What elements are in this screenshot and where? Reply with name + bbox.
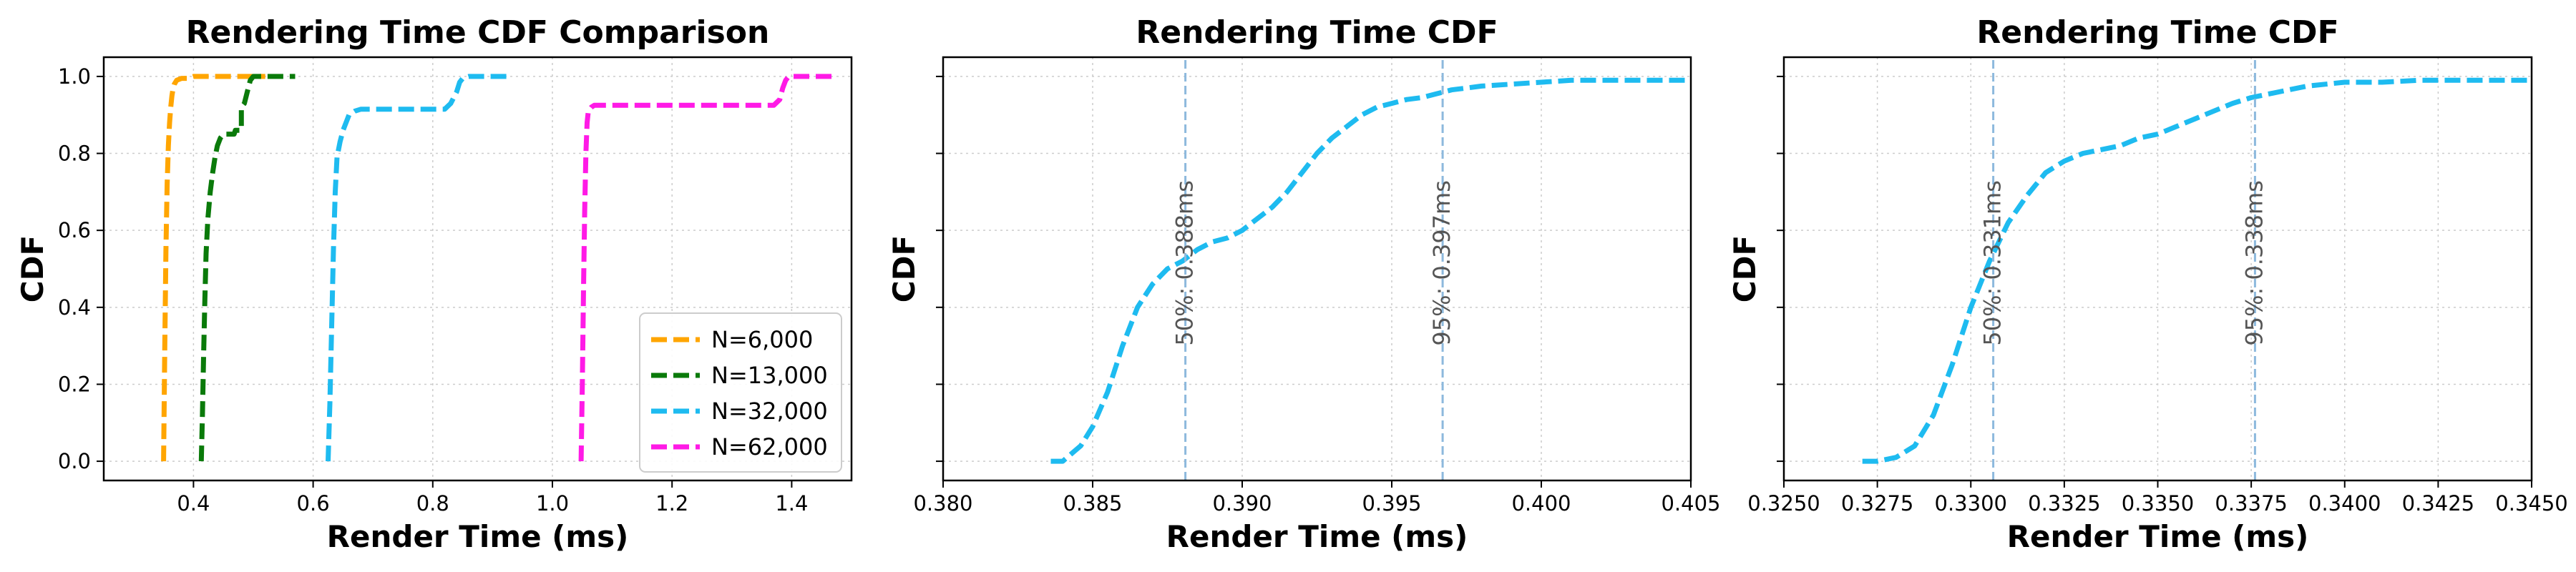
y-axis-label: CDF [887, 235, 922, 302]
x-tick-label: 0.3300 [1935, 491, 2007, 516]
x-tick-label: 1.4 [775, 491, 808, 516]
series-group [1862, 57, 2532, 480]
x-axis-label: Render Time (ms) [2007, 519, 2309, 554]
legend: N=6,000 N=13,000 N=32,000 N=62,000 [639, 312, 842, 473]
legend-entry-label: N=62,000 [711, 433, 828, 460]
x-tick-label: 0.6 [297, 491, 330, 516]
chart-panel-1: 0.4 0.6 0.8 1.0 1.2 1.4 0.0 0.2 0.4 0.6 0.8 1.0 Rend… [15, 14, 853, 554]
legend-entry-label: N=6,000 [711, 326, 813, 353]
series-group [161, 74, 834, 462]
x-tick-label: 0.380 [913, 491, 972, 516]
legend-box [639, 312, 842, 473]
y-tick-label: 0.0 [58, 449, 91, 473]
cdf-series-line [578, 74, 834, 462]
x-tick-label: 0.3450 [2495, 491, 2567, 516]
percentile-label: 50%: 0.388ms [1171, 180, 1199, 346]
y-tick-label: 1.0 [58, 64, 91, 89]
chart-panel-2: 50%: 0.388ms 95%: 0.397ms 0.380 0.385 0.390 0… [887, 14, 1721, 554]
x-tick-label: 1.0 [536, 491, 569, 516]
legend-entry-label: N=13,000 [711, 362, 828, 389]
x-tick-label: 0.3350 [2122, 491, 2194, 516]
percentile-label: 95%: 0.338ms [2240, 180, 2268, 346]
x-tick-label: 0.4 [177, 491, 210, 516]
chart-title: Rendering Time CDF [1976, 14, 2338, 51]
y-axis-label: CDF [1727, 235, 1762, 302]
x-tick-label: 0.385 [1063, 491, 1122, 516]
chart-title: Rendering Time CDF [1136, 14, 1498, 51]
x-tick-label: 0.3425 [2402, 491, 2474, 516]
y-tick-label: 0.4 [58, 295, 91, 320]
x-tick-label: 0.3250 [1747, 491, 1820, 516]
x-tick-label: 0.405 [1661, 491, 1720, 516]
x-tick-label: 0.3400 [2308, 491, 2381, 516]
cdf-series-line [198, 74, 296, 462]
x-axis-label: Render Time (ms) [327, 519, 629, 554]
y-tick-label: 0.2 [58, 372, 91, 396]
y-tick-label: 0.8 [58, 142, 91, 166]
cdf-series-line [1862, 77, 2532, 464]
x-tick-label: 0.3325 [2028, 491, 2100, 516]
axes-frame [942, 56, 1692, 482]
x-axis-label: Render Time (ms) [1166, 519, 1468, 554]
chart-title: Rendering Time CDF Comparison [186, 14, 770, 51]
x-tick-label: 0.8 [416, 491, 449, 516]
y-tick-label: 0.6 [58, 218, 91, 242]
x-tick-label: 0.390 [1212, 491, 1272, 516]
x-tick-label: 0.395 [1362, 491, 1421, 516]
cdf-series-line [161, 74, 265, 462]
cdf-series-line [326, 74, 511, 462]
x-tick-label: 0.3375 [2215, 491, 2287, 516]
axes-frame [102, 56, 853, 482]
chart-panel-3: 50%: 0.331ms 95%: 0.338ms 0.3250 0.3275 0.33… [1727, 14, 2568, 554]
y-axis-label: CDF [15, 235, 50, 302]
x-tick-label: 1.2 [655, 491, 688, 516]
x-tick-label: 0.3275 [1841, 491, 1913, 516]
series-group [1050, 57, 1691, 480]
x-tick-label: 0.400 [1511, 491, 1571, 516]
cdf-series-line [1050, 77, 1691, 464]
percentile-label: 50%: 0.331ms [1979, 180, 2006, 346]
legend-entry-label: N=32,000 [711, 398, 828, 425]
percentile-label: 95%: 0.397ms [1428, 180, 1455, 346]
